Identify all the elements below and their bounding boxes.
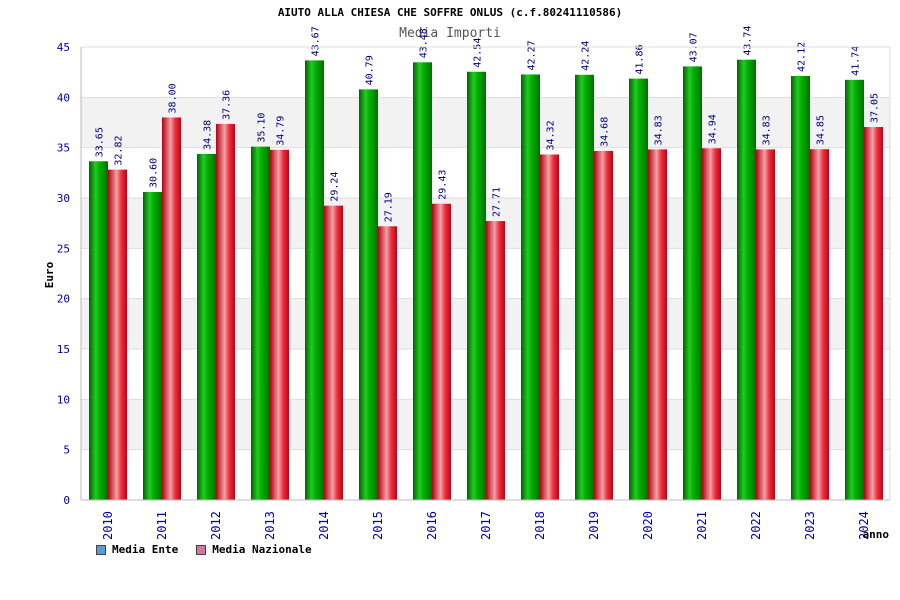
data-label-media-nazionale: 32.82 xyxy=(114,136,125,166)
y-tick-label: 10 xyxy=(57,393,70,406)
data-label-media-nazionale: 27.71 xyxy=(492,187,503,217)
data-label-media-nazionale: 34.94 xyxy=(708,114,719,144)
legend: Media Ente Media Nazionale xyxy=(96,543,312,556)
data-label-media-nazionale: 34.68 xyxy=(600,117,611,147)
bar-media-nazionale xyxy=(648,149,667,501)
data-label-media-ente: 43.74 xyxy=(743,26,754,56)
data-label-media-nazionale: 37.05 xyxy=(870,93,881,123)
x-tick-label: 2010 xyxy=(101,511,115,540)
legend-swatch-media-ente xyxy=(96,544,106,555)
data-label-media-nazionale: 29.43 xyxy=(438,170,449,200)
data-label-media-ente: 43.48 xyxy=(419,28,430,58)
data-label-media-ente: 42.27 xyxy=(527,40,538,70)
data-label-media-nazionale: 34.79 xyxy=(276,116,287,146)
data-label-media-nazionale: 34.32 xyxy=(546,120,557,150)
y-tick-label: 0 xyxy=(63,494,70,507)
y-tick-label: 45 xyxy=(57,41,70,54)
data-label-media-nazionale: 37.36 xyxy=(222,90,233,120)
bar-media-ente xyxy=(197,153,216,500)
bar-media-ente xyxy=(143,191,162,500)
data-label-media-nazionale: 27.19 xyxy=(384,192,395,222)
legend-label-media-ente: Media Ente xyxy=(112,543,179,556)
chart-title: AIUTO ALLA CHIESA CHE SOFFRE ONLUS (c.f.… xyxy=(277,6,623,19)
legend-item-media-ente: Media Ente xyxy=(96,543,178,556)
bar-media-ente xyxy=(845,79,864,501)
x-tick-label: 2020 xyxy=(641,511,655,540)
data-label-media-nazionale: 34.83 xyxy=(654,115,665,145)
y-tick-label: 25 xyxy=(57,242,70,255)
y-tick-label: 5 xyxy=(63,444,70,457)
x-tick-label: 2021 xyxy=(695,511,709,540)
x-tick-label: 2018 xyxy=(533,511,547,540)
bar-media-ente xyxy=(251,146,270,500)
bar-media-nazionale xyxy=(108,169,127,500)
x-tick-label: 2019 xyxy=(587,511,601,540)
data-label-media-ente: 30.60 xyxy=(149,158,160,188)
x-tick-label: 2012 xyxy=(209,511,223,540)
x-tick-label: 2011 xyxy=(155,511,169,540)
legend-swatch-media-nazionale xyxy=(196,544,207,555)
bar-media-nazionale xyxy=(324,205,343,500)
x-tick-label: 2013 xyxy=(263,511,277,540)
y-tick-label: 30 xyxy=(57,192,70,205)
bar-media-nazionale xyxy=(702,148,721,500)
bar-media-nazionale xyxy=(864,127,883,500)
bar-media-ente xyxy=(683,66,702,501)
legend-item-media-nazionale: Media Nazionale xyxy=(196,543,312,556)
data-label-media-nazionale: 34.83 xyxy=(762,115,773,145)
data-label-media-ente: 41.74 xyxy=(851,46,862,76)
bar-media-ente xyxy=(737,59,756,501)
x-tick-label: 2022 xyxy=(749,511,763,540)
chart-subtitle: Media Importi xyxy=(399,26,501,41)
y-tick-label: 20 xyxy=(57,293,70,306)
bar-media-ente xyxy=(521,74,540,501)
data-label-media-ente: 42.12 xyxy=(797,42,808,72)
y-axis-label: Euro xyxy=(43,261,56,288)
bar-media-ente xyxy=(359,89,378,500)
bar-media-nazionale xyxy=(756,149,775,501)
bar-media-nazionale xyxy=(810,149,829,500)
x-tick-label: 2016 xyxy=(425,511,439,540)
bar-media-ente xyxy=(413,62,432,501)
x-tick-label: 2014 xyxy=(317,511,331,540)
data-label-media-ente: 41.86 xyxy=(635,44,646,74)
data-label-media-ente: 35.10 xyxy=(257,113,268,143)
bar-media-nazionale xyxy=(540,154,559,500)
x-tick-label: 2023 xyxy=(803,511,817,540)
bar-media-ente xyxy=(575,74,594,500)
bar-media-nazionale xyxy=(432,203,451,500)
legend-label-media-nazionale: Media Nazionale xyxy=(212,543,312,556)
bar-media-ente xyxy=(791,75,810,500)
bar-media-ente xyxy=(629,78,648,500)
data-label-media-ente: 33.65 xyxy=(95,127,106,157)
bar-media-nazionale xyxy=(270,149,289,500)
data-label-media-ente: 40.79 xyxy=(365,55,376,85)
y-tick-label: 40 xyxy=(57,91,70,104)
data-label-media-ente: 43.67 xyxy=(311,26,322,56)
data-label-media-ente: 42.54 xyxy=(473,38,484,68)
data-label-media-ente: 42.24 xyxy=(581,41,592,71)
x-tick-label: 2017 xyxy=(479,511,493,540)
x-axis-label: anno xyxy=(863,528,890,541)
y-tick-label: 15 xyxy=(57,343,70,356)
bar-media-ente xyxy=(305,60,324,500)
y-tick-label: 35 xyxy=(57,142,70,155)
bar-media-ente xyxy=(467,71,486,500)
x-tick-label: 2024 xyxy=(857,511,871,540)
bar-media-nazionale xyxy=(594,150,613,500)
data-label-media-nazionale: 34.85 xyxy=(816,115,827,145)
bar-media-nazionale xyxy=(216,123,235,500)
data-label-media-nazionale: 29.24 xyxy=(330,172,341,202)
bar-media-nazionale xyxy=(378,226,397,500)
bar-media-nazionale xyxy=(162,117,181,500)
x-tick-label: 2015 xyxy=(371,511,385,540)
bar-media-ente xyxy=(89,161,108,501)
data-label-media-nazionale: 38.00 xyxy=(168,83,179,113)
bar-media-nazionale xyxy=(486,221,505,500)
data-label-media-ente: 34.38 xyxy=(203,120,214,150)
